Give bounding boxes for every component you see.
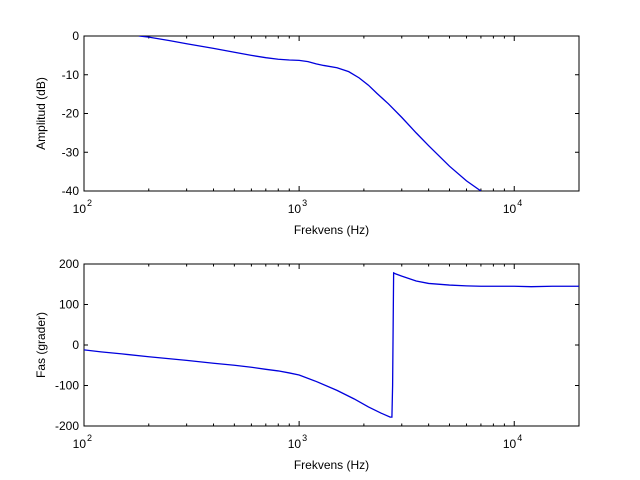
phase-ytick-label: -200 [55,419,79,433]
phase-axes-box [83,263,580,427]
phase-xlabel: Frekvens (Hz) [294,458,369,472]
phase-xtick-exponent: 3 [302,433,307,443]
amplitude-xtick-label: 10 [503,202,517,216]
amplitude-xlabel: Frekvens (Hz) [294,223,369,237]
amplitude-ytick-label: 0 [72,29,79,43]
phase-ylabel: Fas (grader) [34,312,48,378]
amplitude-ytick-label: -30 [62,145,80,159]
phase-xtick-label: 10 [288,437,302,451]
amplitude-ytick-label: -10 [62,68,80,82]
amplitude-ytick-label: -40 [62,184,80,198]
phase-ytick-label: 200 [59,257,79,271]
phase-xtick-label: 10 [503,437,517,451]
amplitude-ylabel: Amplitud (dB) [34,77,48,150]
phase-ytick-label: 0 [72,338,79,352]
amplitude-ytick-label: -20 [62,107,80,121]
amplitude-xtick-exponent: 2 [87,198,92,208]
phase-xtick-label: 10 [73,437,87,451]
phase-xtick-exponent: 4 [517,433,522,443]
amplitude-xtick-exponent: 3 [302,198,307,208]
amplitude-xtick-label: 10 [288,202,302,216]
phase-ytick-label: 100 [59,298,79,312]
amplitude-xtick-exponent: 4 [517,198,522,208]
amplitude-series-line [138,36,482,191]
phase-xtick-exponent: 2 [87,433,92,443]
amplitude-xtick-label: 10 [73,202,87,216]
phase-series-line [84,271,579,418]
amplitude-axes-box [83,35,580,192]
phase-ytick-label: -100 [55,379,79,393]
